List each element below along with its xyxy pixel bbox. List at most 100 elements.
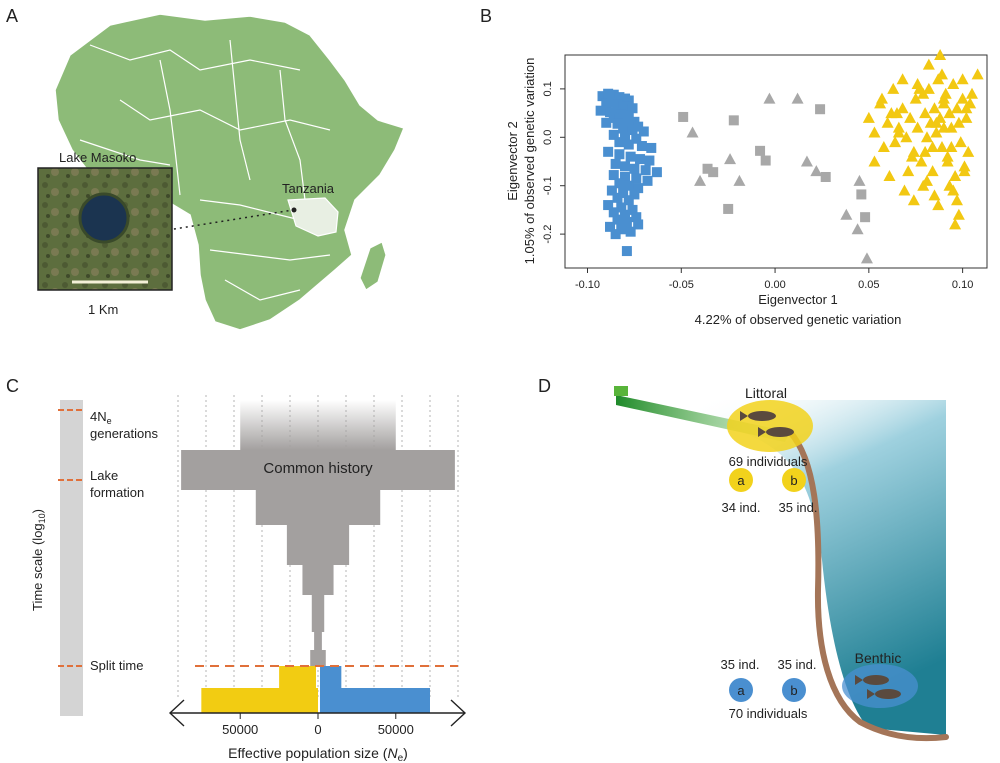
common-history-epoch [314, 632, 322, 650]
pca-point-littoral [892, 126, 905, 138]
pca-point-benthic [633, 121, 644, 132]
pca-point-littoral [922, 58, 935, 70]
pca-point-benthic [603, 146, 614, 157]
panel-b: B -0.10 -0.05 0.00 0.05 0.10 -0.2 -0.1 0.0 0.1 E… [480, 6, 988, 327]
pca-point-littoral [945, 140, 958, 152]
pca-xtick-label: -0.05 [669, 279, 694, 291]
time-scale-label: Time scale (log10) [30, 509, 47, 611]
pca-point-littoral [943, 107, 956, 119]
pca-point-littoral [947, 184, 960, 196]
pca-point-intermediate-triangle [733, 174, 746, 186]
pca-point-intermediate-square [815, 104, 826, 115]
pca-point-littoral [930, 126, 943, 138]
littoral-count: 69 individuals [729, 454, 808, 469]
pca-point-intermediate-square [760, 155, 771, 166]
pca-ytick-label: -0.1 [542, 176, 554, 195]
panel-d: D Littoral 69 individuals a b 34 ind. 35… [538, 376, 949, 742]
pca-point-littoral [922, 82, 935, 94]
pca-point-benthic [605, 221, 616, 232]
pca-point-benthic [621, 246, 632, 257]
pca-point-littoral [887, 82, 900, 94]
pca-point-intermediate-square [678, 111, 689, 122]
pca-ytick-label: 0.1 [542, 81, 554, 96]
pca-ytick-label: 0.0 [542, 130, 554, 145]
marker-4ne-label: 4Ne [90, 409, 112, 426]
pca-point-littoral [919, 107, 932, 119]
pca-point-littoral [900, 131, 913, 143]
pca-point-benthic [614, 137, 625, 148]
pca-point-benthic [631, 212, 642, 223]
pca-point-intermediate-square [708, 167, 719, 178]
pca-point-benthic [608, 129, 619, 140]
pca-point-benthic [606, 97, 617, 108]
pca-point-intermediate-triangle [724, 153, 737, 165]
pca-point-intermediate-triangle [686, 126, 699, 138]
demography-bars [181, 400, 455, 713]
common-history-epoch [255, 490, 381, 525]
benthic-group-b [782, 678, 806, 702]
pca-point-littoral [907, 194, 920, 206]
pca-point-littoral [932, 199, 945, 211]
common-history-epoch [181, 450, 455, 490]
panel-c-letter: C [6, 376, 19, 396]
pca-point-benthic [633, 183, 644, 194]
pca-point-benthic [603, 88, 614, 99]
pca-point-littoral [920, 131, 933, 143]
pca-point-benthic [623, 95, 634, 106]
pca-point-benthic [644, 155, 655, 166]
pca-point-littoral [928, 102, 941, 114]
tanzania-region [287, 197, 339, 237]
pca-point-benthic [616, 224, 627, 235]
population-ticks: 50000 0 50000 [222, 713, 414, 737]
pca-point-benthic [635, 154, 646, 165]
pca-point-littoral [915, 155, 928, 167]
pca-point-littoral [945, 121, 958, 133]
pca-point-littoral [930, 116, 943, 128]
pca-point-littoral [952, 208, 965, 220]
pca-point-benthic [625, 226, 636, 237]
pca-point-intermediate-triangle [694, 174, 707, 186]
location-dot [291, 207, 297, 213]
pca-point-littoral [896, 102, 909, 114]
pca-point-littoral [889, 136, 902, 148]
pca-point-littoral [960, 111, 973, 123]
benthic-label: Benthic [855, 650, 902, 666]
pca-point-littoral [928, 189, 941, 201]
common-history-epoch [240, 400, 396, 450]
pca-points [595, 49, 984, 264]
pca-point-littoral [962, 145, 975, 157]
pca-point-littoral [877, 140, 890, 152]
littoral-label: Littoral [745, 385, 787, 401]
demography-xlabel: Effective population size (Ne) [228, 745, 408, 763]
marker-lake-line1: Lake [90, 468, 118, 483]
pca-point-benthic [620, 132, 631, 143]
pca-point-littoral [956, 92, 969, 104]
panel-c: C Time scale (log10) 4Ne generations Lak… [6, 376, 467, 763]
pca-point-benthic [623, 110, 634, 121]
benthic-habitat-ellipse [842, 664, 918, 708]
lake-masoko-crater [78, 192, 130, 244]
pca-point-littoral [941, 155, 954, 167]
common-history-label: Common history [263, 460, 373, 477]
pca-point-benthic [651, 167, 662, 178]
pca-point-intermediate-triangle [791, 92, 804, 104]
madagascar [359, 241, 387, 291]
pca-point-littoral [909, 92, 922, 104]
pca-point-benthic [612, 214, 623, 225]
pca-ylabel-line2: 1.05% of observed genetic variation [522, 58, 537, 265]
benthic-group-a [729, 678, 753, 702]
pca-point-littoral [952, 116, 965, 128]
lake-shore-profile [787, 429, 949, 742]
pca-point-littoral [950, 102, 963, 114]
pca-xtick-label: 0.05 [858, 279, 879, 291]
common-history-epoch [310, 650, 326, 666]
pca-point-benthic [623, 139, 634, 150]
pca-point-littoral [926, 165, 939, 177]
pca-point-benthic [631, 173, 642, 184]
pca-point-littoral [937, 92, 950, 104]
pca-point-intermediate-square [820, 171, 831, 182]
shore-grass [614, 386, 628, 396]
population-tick-label: 50000 [222, 722, 258, 737]
pca-point-benthic [608, 207, 619, 218]
littoral-pop-bar [279, 666, 316, 713]
